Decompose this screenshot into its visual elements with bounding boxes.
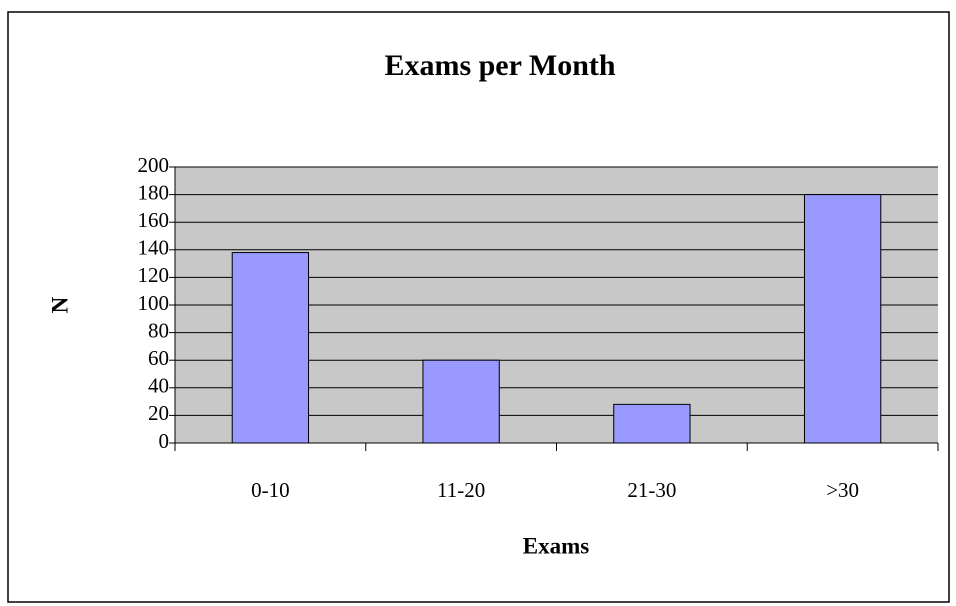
bar — [422, 359, 500, 444]
bar — [231, 252, 310, 444]
y-tick-label: 60 — [148, 346, 169, 370]
y-tick-label: 40 — [148, 374, 169, 398]
x-tick-label: >30 — [826, 478, 859, 502]
y-tick-label: 180 — [138, 180, 170, 204]
y-tick-label: 120 — [138, 263, 170, 287]
y-tick-label: 0 — [159, 429, 170, 453]
x-tick-label: 0-10 — [251, 478, 290, 502]
y-tick-label: 160 — [138, 208, 170, 232]
x-tick-label: 21-30 — [627, 478, 676, 502]
y-tick-label: 100 — [138, 291, 170, 315]
y-tick-label: 80 — [148, 318, 169, 342]
y-axis-label: N — [47, 296, 72, 313]
y-tick-label: 200 — [138, 153, 170, 177]
bar — [613, 403, 691, 444]
bar — [803, 194, 882, 444]
y-tick-label: 20 — [148, 401, 169, 425]
y-tick-label: 140 — [138, 236, 170, 260]
x-tick-label: 11-20 — [437, 478, 485, 502]
chart-title: Exams per Month — [384, 49, 615, 82]
x-axis-label: Exams — [523, 533, 590, 558]
